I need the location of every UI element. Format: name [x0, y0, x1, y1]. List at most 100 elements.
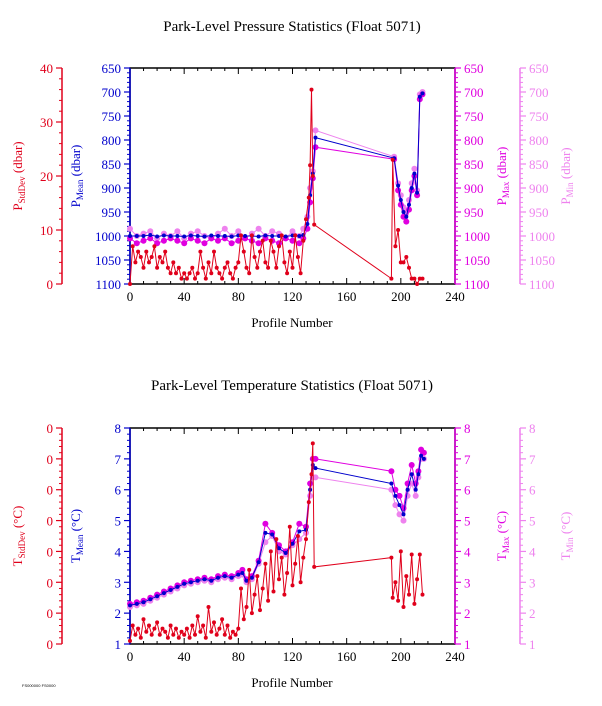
temperature-mean-point [148, 597, 153, 602]
temperature-statistics-panel: Park-Level Temperature Statistics (Float… [10, 378, 575, 690]
pressure-statistics-panel: Park-Level Pressure Statistics (Float 50… [10, 19, 575, 330]
temperature-x-tick-label: 240 [445, 649, 465, 664]
temperature-mean-point [229, 575, 234, 580]
pressure-stddev-point [157, 255, 162, 259]
temperature-stddev-point [193, 632, 197, 637]
temperature-stddev-point [260, 586, 265, 591]
pressure-stddev-point [184, 276, 189, 281]
pressure-mean-point [182, 234, 187, 239]
pressure-stddev-point [282, 260, 287, 265]
temperature-max-point [276, 542, 282, 549]
pressure-min-point [127, 225, 133, 232]
pressure-stddev-point [212, 249, 216, 254]
pressure-stddev-point [274, 265, 279, 270]
temperature-x-tick-label: 0 [127, 649, 134, 664]
pressure-stddev-point [287, 249, 292, 254]
temperature-min-point [400, 517, 407, 524]
pressure-stddev-point [149, 255, 154, 259]
pressure-mean-tick-label: 700 [102, 85, 122, 100]
temperature-min-tick-label: 5 [529, 514, 536, 529]
pressure-max-tick-label: 850 [464, 157, 484, 172]
pressure-stddev-point [176, 265, 181, 270]
pressure-mean-point [195, 234, 200, 238]
temperature-stddev-point [252, 592, 257, 597]
temperature-max-point [396, 492, 403, 499]
temperature-max-series-line [129, 448, 425, 605]
pressure-mean-tick-label: 1100 [95, 277, 121, 292]
temperature-mean-point [421, 456, 426, 461]
temperature-mean-point [297, 529, 302, 534]
temperature-max-label-subscript: Max [501, 536, 511, 553]
pressure-mean-tick-label: 1000 [95, 229, 121, 244]
pressure-stddev-point [171, 260, 176, 265]
pressure-min-label-subscript: Min [565, 182, 575, 198]
temperature-min-label-subscript: Min [565, 537, 575, 553]
temperature-mean-point [161, 591, 166, 596]
pressure-stddev-point [214, 265, 219, 270]
pressure-max-tick-label: 700 [464, 85, 484, 100]
temperature-mean-point [256, 560, 261, 565]
temperature-stddev-point [285, 571, 290, 575]
pressure-mean-point [409, 186, 414, 190]
pressure-stddev-point [293, 233, 298, 238]
pressure-stddev-point [260, 238, 265, 243]
pressure-stddev-point [228, 271, 233, 276]
temperature-stddev-point [182, 632, 187, 637]
pressure-stddev-point [130, 244, 135, 249]
pressure-stddev-point [304, 217, 308, 222]
temperature-mean-point [141, 600, 146, 605]
pressure-mean-point [216, 234, 220, 238]
pressure-series-layer [127, 87, 426, 286]
pressure-stddev-point [389, 276, 394, 281]
temperature-stddev-tick-label: 0 [47, 637, 54, 652]
pressure-mean-point [134, 234, 139, 238]
temperature-stddev-point [407, 592, 411, 597]
temperature-mean-point [405, 487, 410, 492]
temperature-mean-point [270, 532, 275, 537]
pressure-max-point [235, 237, 242, 244]
pressure-stddev-point [412, 276, 417, 281]
temperature-mean-point [304, 527, 308, 532]
pressure-stddev-point [404, 255, 409, 259]
temperature-stddev-point [309, 472, 314, 477]
temperature-mean-series-line [129, 454, 425, 606]
pressure-mean-point [313, 135, 318, 140]
pressure-mean-point [148, 233, 153, 237]
pressure-max-point [397, 201, 404, 208]
pressure-stddev-point [277, 244, 281, 249]
pressure-min-tick-label: 750 [529, 109, 549, 124]
temperature-mean-point [401, 512, 406, 517]
temperature-mean-tick-label: 8 [115, 421, 122, 436]
pressure-stddev-tick-label: 20 [40, 169, 53, 184]
temperature-stddev-point [310, 441, 315, 446]
temperature-stddev-point [201, 623, 206, 628]
pressure-stddev-point [306, 195, 311, 200]
pressure-stddev-point [312, 222, 317, 227]
pressure-chart-title: Park-Level Pressure Statistics (Float 50… [163, 19, 420, 35]
pressure-min-tick-label: 1100 [529, 277, 555, 292]
pressure-stddev-point [141, 265, 146, 270]
pressure-stddev-point [401, 260, 406, 265]
temperature-stddev-tick-label: 0 [47, 452, 54, 467]
temperature-mean-point [244, 578, 249, 583]
temperature-stddev-point [138, 635, 143, 640]
pressure-mean-point [161, 233, 166, 238]
pressure-max-point [133, 240, 140, 247]
pressure-mean-point [398, 198, 403, 202]
temperature-mean-point [263, 530, 268, 535]
pressure-min-point [174, 228, 181, 235]
pressure-stddev-point [295, 255, 300, 259]
pressure-stddev-point [165, 265, 170, 270]
pressure-stddev-point [201, 265, 206, 270]
temperature-stddev-label-unit: (°C) [10, 506, 25, 532]
pressure-max-point [312, 144, 319, 151]
pressure-min-tick-label: 700 [529, 85, 549, 100]
pressure-min-point [235, 228, 242, 235]
pressure-min-tick-label: 650 [529, 61, 549, 76]
pressure-stddev-point [233, 265, 238, 270]
temperature-mean-tick-label: 5 [115, 514, 122, 529]
pressure-stddev-point [393, 244, 398, 249]
temperature-max-tick-label: 2 [464, 606, 471, 621]
temperature-min-label-symbol: T [558, 552, 573, 560]
